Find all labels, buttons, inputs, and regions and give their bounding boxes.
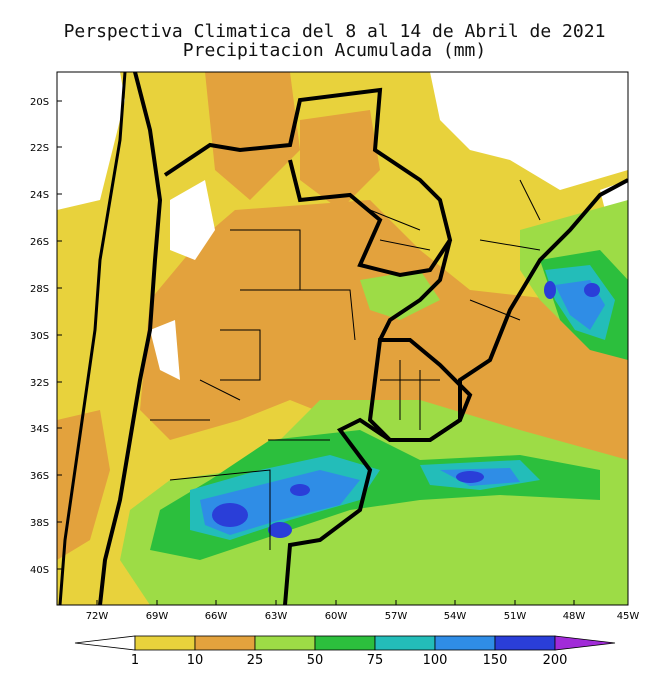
map-subtitle: Precipitacion Acumulada (mm) (182, 40, 487, 61)
lon-label: 45W (617, 611, 640, 622)
lon-label: 51W (504, 611, 527, 622)
lon-label: 72W (86, 611, 109, 622)
map-frame (56, 71, 629, 606)
country-borders (58, 72, 628, 605)
colorbar-segment (554, 635, 616, 651)
lat-label: 26S (30, 237, 49, 248)
lat-label: 28S (30, 284, 49, 295)
colorbar-segment (494, 635, 556, 651)
colorbar: 1 10 25 50 75 100 150 200 (74, 635, 616, 668)
lat-label: 24S (30, 190, 49, 201)
latitude-axis: 20S 22S 24S 26S 28S 30S 32S 34S 36S 38S … (30, 97, 62, 576)
lon-label: 48W (563, 611, 586, 622)
lat-label: 36S (30, 471, 49, 482)
lon-label: 66W (205, 611, 228, 622)
lat-label: 20S (30, 97, 49, 108)
colorbar-label: 75 (367, 653, 384, 668)
colorbar-segment (194, 635, 256, 651)
lat-label: 40S (30, 565, 49, 576)
colorbar-segment (74, 635, 136, 651)
colorbar-segment (134, 635, 196, 651)
colorbar-label: 150 (483, 653, 508, 668)
colorbar-segment (374, 635, 436, 651)
colorbar-segment (434, 635, 496, 651)
colorbar-label: 200 (543, 653, 568, 668)
pacific-coast (58, 72, 127, 605)
colorbar-label: 10 (187, 653, 204, 668)
colorbar-segment (314, 635, 376, 651)
lon-label: 63W (265, 611, 288, 622)
lat-label: 30S (30, 331, 49, 342)
brazil-south-border (378, 239, 452, 341)
lon-label: 57W (385, 611, 408, 622)
colorbar-label: 100 (423, 653, 448, 668)
colorbar-label: 25 (247, 653, 264, 668)
colorbar-label: 50 (307, 653, 324, 668)
lon-label: 60W (325, 611, 348, 622)
lat-label: 38S (30, 518, 49, 529)
lon-label: 69W (146, 611, 169, 622)
longitude-axis: 72W 69W 66W 63W 60W 57W 54W 51W 48W 45W (86, 600, 640, 622)
north-border (163, 87, 453, 278)
andes-border (98, 72, 163, 605)
colorbar-segment (254, 635, 316, 651)
lat-label: 34S (30, 424, 49, 435)
uruguay-border (367, 338, 473, 442)
lon-label: 54W (444, 611, 467, 622)
colorbar-label: 1 (131, 653, 139, 668)
lat-label: 22S (30, 143, 49, 154)
map-title: Perspectiva Climatica del 8 al 14 de Abr… (63, 21, 606, 42)
precipitation-field (57, 72, 628, 605)
lat-label: 32S (30, 378, 49, 389)
